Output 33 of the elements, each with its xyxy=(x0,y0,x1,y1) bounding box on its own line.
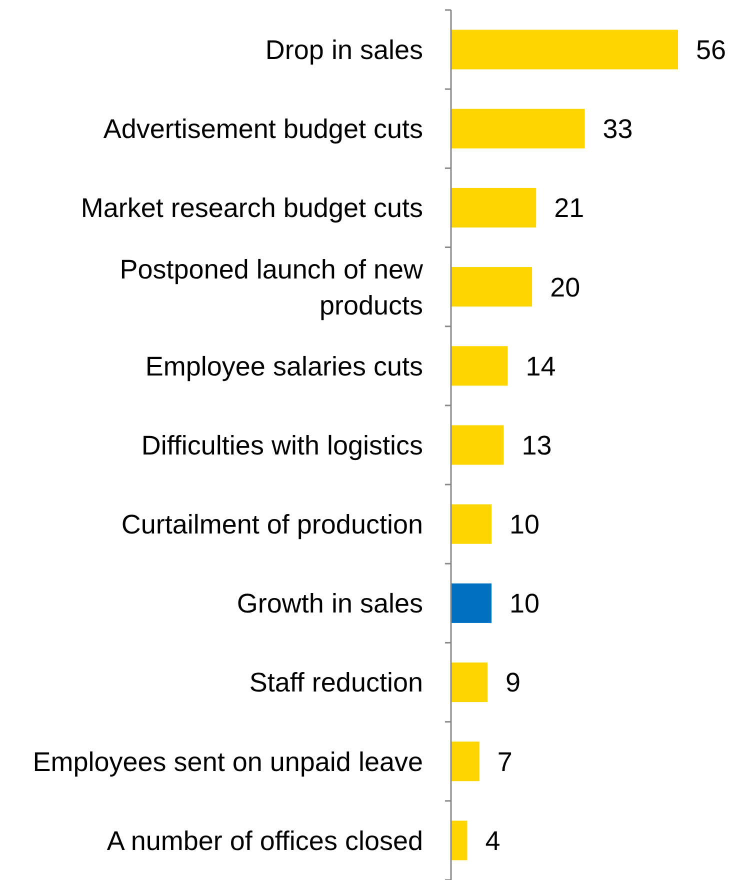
bar xyxy=(451,583,492,623)
y-tick-label: Postponed launch of new products xyxy=(120,254,424,320)
bar xyxy=(451,267,532,307)
data-label: 13 xyxy=(522,430,552,460)
data-label: 33 xyxy=(602,114,633,144)
y-tick-label: Employees sent on unpaid leave xyxy=(32,746,423,777)
y-tick-label: Growth in sales xyxy=(236,588,423,619)
bar xyxy=(451,425,504,465)
bar xyxy=(451,820,468,860)
data-label: 20 xyxy=(550,272,580,302)
data-label: 10 xyxy=(510,588,540,619)
y-tick-label: Market research budget cuts xyxy=(80,193,423,224)
bar xyxy=(451,30,678,70)
y-tick-label: Advertisement budget cuts xyxy=(103,114,423,144)
data-label: 4 xyxy=(485,826,500,856)
bar xyxy=(451,108,585,148)
data-label: 56 xyxy=(696,34,726,65)
data-label: 10 xyxy=(510,510,540,540)
y-tick-label: Drop in sales xyxy=(265,34,423,65)
y-tick-label: Difficulties with logistics xyxy=(141,430,423,460)
data-label: 7 xyxy=(497,746,512,777)
bar xyxy=(451,504,492,544)
y-tick-label: Curtailment of production xyxy=(121,510,423,540)
bar xyxy=(451,346,508,386)
bar xyxy=(451,742,480,782)
data-label: 14 xyxy=(526,351,556,382)
bar xyxy=(451,662,488,702)
y-tick-label: Employee salaries cuts xyxy=(145,351,423,382)
data-label: 21 xyxy=(554,193,584,224)
y-tick-label: Staff reduction xyxy=(249,668,423,698)
bar xyxy=(451,188,536,228)
y-tick-label: A number of offices closed xyxy=(106,826,423,856)
data-label: 9 xyxy=(505,668,521,698)
